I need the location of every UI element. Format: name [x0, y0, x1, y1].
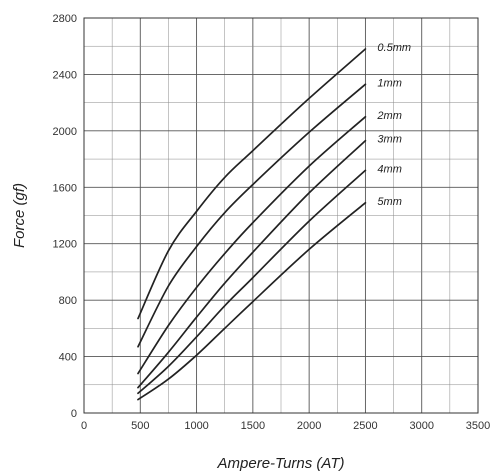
series-label: 2mm [376, 110, 401, 122]
x-tick-label: 3500 [466, 420, 490, 432]
series-line [137, 169, 367, 395]
y-axis-title: Force (gf) [11, 183, 28, 248]
x-tick-label: 2000 [297, 420, 321, 432]
series-labels: 0.5mm 1mm 2mm 3mm 4mm 5mm [376, 42, 411, 208]
series-label: 3mm [377, 134, 401, 146]
y-axis-tick-labels: 0 400 800 1200 1600 2000 2400 2800 [53, 13, 77, 420]
y-tick-label: 400 [59, 352, 77, 364]
x-tick-label: 3000 [409, 420, 433, 432]
series-line [137, 115, 367, 375]
series-line [137, 48, 367, 320]
series-line [137, 201, 367, 401]
x-tick-label: 500 [131, 420, 149, 432]
y-tick-label: 1600 [53, 182, 77, 194]
series-line [137, 83, 367, 348]
y-tick-label: 2800 [53, 13, 77, 25]
series-label: 1mm [377, 77, 401, 89]
x-axis-tick-labels: 0 500 1000 1500 2000 2500 3000 3500 [81, 420, 490, 432]
y-tick-label: 800 [59, 295, 77, 307]
series-curves [137, 48, 367, 401]
x-axis-title: Ampere-Turns (AT) [217, 455, 345, 472]
y-tick-label: 1200 [53, 239, 77, 251]
grid [83, 17, 479, 414]
y-tick-label: 0 [71, 408, 77, 420]
y-tick-label: 2000 [53, 126, 77, 138]
plot-frame [83, 17, 479, 414]
x-tick-label: 1500 [241, 420, 265, 432]
series-label: 5mm [377, 196, 401, 208]
y-tick-label: 2400 [53, 69, 77, 81]
series-line [137, 139, 367, 389]
series-label: 4mm [377, 163, 401, 175]
x-tick-label: 2500 [353, 420, 377, 432]
series-label: 0.5mm [377, 42, 411, 54]
x-tick-label: 1000 [184, 420, 208, 432]
x-tick-label: 0 [81, 420, 87, 432]
